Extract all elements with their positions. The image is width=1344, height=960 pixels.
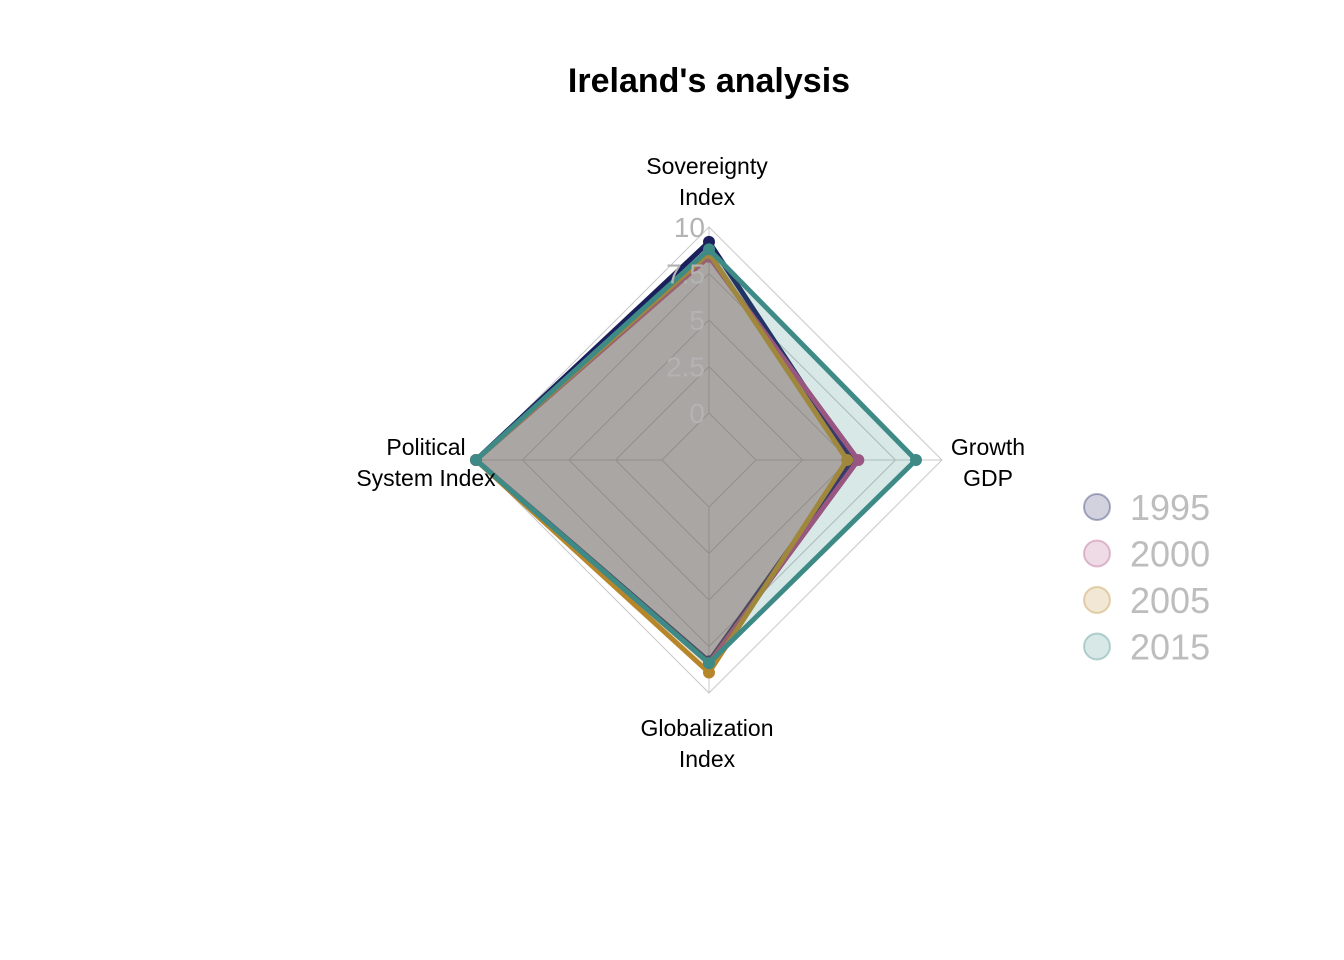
data-point bbox=[852, 454, 865, 466]
tick-label: 2.5 bbox=[666, 352, 705, 383]
data-point bbox=[470, 454, 482, 466]
chart-title: Ireland's analysis bbox=[568, 62, 850, 100]
legend-label: 2015 bbox=[1130, 627, 1210, 668]
data-point bbox=[703, 243, 715, 256]
legend-label: 2005 bbox=[1130, 580, 1210, 621]
radar-series bbox=[470, 235, 922, 679]
tick-label: 0 bbox=[689, 398, 705, 429]
axis-label: Sovereignty Index bbox=[646, 153, 768, 210]
data-point bbox=[703, 657, 715, 670]
legend: 1995 2000 2005 2015 bbox=[1083, 487, 1210, 668]
radial-tick-labels: 0 2.5 5 7.5 10 bbox=[666, 212, 705, 429]
legend-swatch bbox=[1083, 539, 1111, 568]
series-2015 bbox=[470, 243, 922, 670]
axis-labels: Sovereignty Index Growth GDP Globalization In… bbox=[356, 153, 1025, 772]
legend-item: 2005 bbox=[1083, 580, 1210, 621]
legend-swatch bbox=[1083, 493, 1111, 521]
data-point bbox=[841, 454, 854, 466]
legend-label: 2000 bbox=[1130, 534, 1210, 575]
data-point bbox=[703, 666, 715, 679]
legend-swatch bbox=[1083, 632, 1111, 661]
tick-label: 10 bbox=[674, 212, 705, 243]
legend-item: 1995 bbox=[1083, 487, 1210, 528]
axis-label: Growth GDP bbox=[951, 434, 1025, 491]
legend-item: 2000 bbox=[1083, 534, 1210, 575]
data-point bbox=[909, 454, 922, 466]
axis-label: Political System Index bbox=[356, 434, 496, 491]
legend-swatch bbox=[1083, 586, 1111, 614]
radar-grid bbox=[475, 226, 943, 694]
tick-label: 7.5 bbox=[666, 259, 705, 290]
legend-item: 2015 bbox=[1083, 627, 1210, 668]
axis-label: Globalization Index bbox=[641, 715, 774, 772]
tick-label: 5 bbox=[689, 305, 705, 336]
legend-label: 1995 bbox=[1130, 487, 1210, 528]
